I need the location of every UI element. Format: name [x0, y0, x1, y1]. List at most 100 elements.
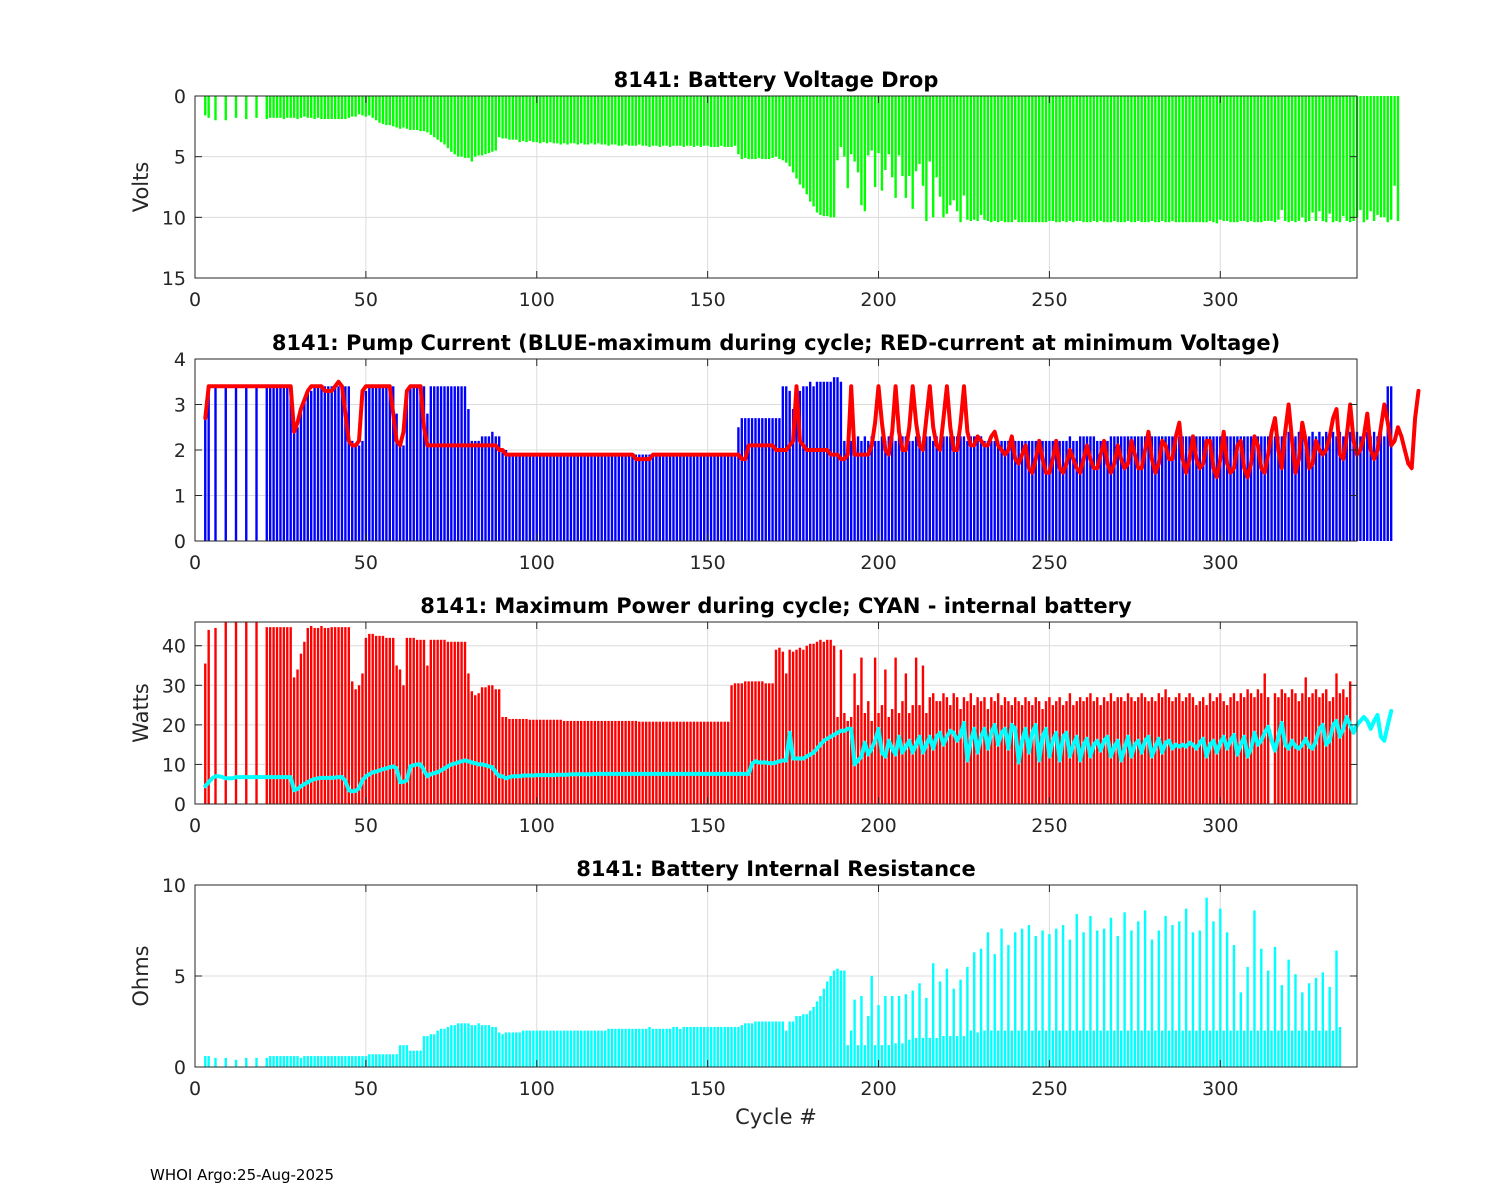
maximum-power-bar — [955, 697, 959, 804]
voltage-drop-bar — [829, 96, 832, 218]
internal-resistance-bar — [979, 948, 983, 1067]
internal-resistance-bar — [1123, 912, 1126, 1067]
pump-current-bar — [1051, 440, 1055, 541]
pump-current-bar — [477, 440, 480, 541]
internal-resistance-bar — [785, 1030, 788, 1067]
voltage-drop-xtick-label: 50 — [354, 289, 378, 311]
internal-resistance-bar — [456, 1023, 460, 1067]
internal-resistance-bar — [737, 1026, 740, 1067]
voltage-drop-bar — [672, 96, 675, 146]
voltage-drop-bar — [1089, 96, 1092, 223]
pump-current-bar — [484, 436, 487, 541]
pump-current-bar — [880, 436, 884, 541]
maximum-power-bar — [908, 713, 911, 804]
pump-current-bar — [1041, 440, 1044, 541]
voltage-drop-bar — [679, 96, 682, 146]
voltage-drop-bar — [1007, 96, 1010, 223]
voltage-drop-bar — [610, 96, 614, 145]
internal-resistance-bar — [624, 1028, 627, 1067]
maximum-power-bar — [918, 705, 921, 804]
voltage-drop-bar — [921, 96, 925, 186]
voltage-drop-bar — [1372, 96, 1376, 221]
pump-current-bar — [1352, 436, 1355, 541]
internal-resistance-bar — [877, 1005, 880, 1067]
voltage-drop-bar — [1020, 96, 1024, 223]
maximum-power-bar — [1178, 693, 1181, 804]
internal-resistance-bar — [1178, 921, 1181, 1067]
pump-current-bar — [908, 440, 911, 541]
internal-resistance-bar — [245, 1057, 248, 1067]
internal-resistance-bar — [1198, 930, 1201, 1067]
pump-current-bar — [518, 454, 521, 541]
voltage-drop-bar — [908, 96, 911, 177]
voltage-drop-bar — [470, 96, 474, 162]
maximum-power-bar — [566, 720, 569, 804]
pump-current-ticks: 0 50 100 150 200 250 300 0 1 2 3 4 — [174, 349, 1357, 574]
voltage-drop-bar — [1123, 96, 1126, 223]
voltage-drop-bar — [624, 96, 627, 145]
internal-resistance-bar — [1263, 1030, 1266, 1067]
internal-resistance-bar — [1191, 932, 1195, 1067]
maximum-power-bar — [1099, 705, 1102, 804]
pump-current-bar — [836, 377, 839, 541]
maximum-power-bar — [409, 637, 412, 804]
pump-current-bar — [1044, 440, 1048, 541]
pump-current-bar — [590, 454, 593, 541]
maximum-power-bar — [757, 681, 761, 804]
voltage-drop-bar — [815, 96, 819, 213]
maximum-power-bar — [1007, 701, 1010, 804]
pump-current-bar — [1273, 436, 1277, 541]
voltage-drop-bar — [549, 96, 552, 143]
voltage-drop-bar — [1212, 96, 1215, 223]
pump-current-bar — [344, 386, 347, 541]
voltage-drop-xtick-label: 100 — [519, 289, 555, 311]
voltage-drop-ticks: 0 50 100 150 200 250 300 0 5 10 15 — [162, 86, 1357, 311]
internal-resistance-bar — [846, 1045, 849, 1067]
internal-resistance-bar — [487, 1025, 491, 1067]
pump-current-bar — [569, 454, 573, 541]
pump-current-bar — [1167, 436, 1171, 541]
voltage-drop-bar — [552, 96, 556, 144]
voltage-drop-bar — [1246, 96, 1249, 223]
voltage-drop-bar — [716, 96, 720, 147]
pump-current-bar — [867, 440, 870, 541]
maximum-power-bar — [1065, 701, 1068, 804]
maximum-power-bar — [1126, 693, 1130, 804]
maximum-power-bar — [904, 673, 908, 804]
maximum-power-bar — [443, 639, 446, 804]
internal-resistance-bar — [446, 1026, 450, 1067]
internal-resistance-bar — [726, 1026, 730, 1067]
voltage-drop-bar — [880, 96, 884, 191]
internal-resistance-panel: 0 50 100 150 200 250 300 0 5 10 8141: Battery Inte… — [129, 857, 1358, 1129]
internal-resistance-bar — [921, 1037, 925, 1067]
maximum-power-bar — [1318, 697, 1321, 804]
pump-current-bar — [313, 386, 316, 541]
pump-current-bar — [1037, 440, 1041, 541]
pump-current-bar — [603, 454, 607, 541]
voltage-drop-bar — [750, 96, 754, 160]
voltage-drop-bar — [897, 96, 901, 156]
internal-resistance-bar — [1010, 1030, 1014, 1067]
voltage-drop-ytick-label: 15 — [162, 268, 186, 290]
maximum-power-bar — [805, 645, 808, 804]
internal-resistance-bar — [788, 1021, 791, 1067]
pump-current-bar — [470, 440, 474, 541]
voltage-drop-bar — [1178, 96, 1181, 223]
maximum-power-bar — [832, 645, 836, 804]
maximum-power-bar — [856, 705, 860, 804]
pump-current-bar — [1024, 440, 1027, 541]
internal-resistance-bar — [279, 1056, 282, 1067]
internal-resistance-bar — [1290, 1030, 1294, 1067]
pump-current-bar — [310, 390, 313, 541]
pump-current-bar — [1335, 436, 1338, 541]
maximum-power-bar — [347, 627, 350, 804]
voltage-drop-bar — [1232, 96, 1236, 223]
voltage-drop-bar — [1072, 96, 1075, 223]
voltage-drop-bar — [1280, 96, 1284, 211]
internal-resistance-bar — [1109, 917, 1113, 1067]
maximum-power-bar — [275, 627, 279, 804]
pump-current-bar — [511, 454, 515, 541]
internal-resistance-bar — [1137, 921, 1140, 1067]
internal-resistance-bar — [672, 1026, 675, 1067]
internal-resistance-bar — [730, 1026, 733, 1067]
